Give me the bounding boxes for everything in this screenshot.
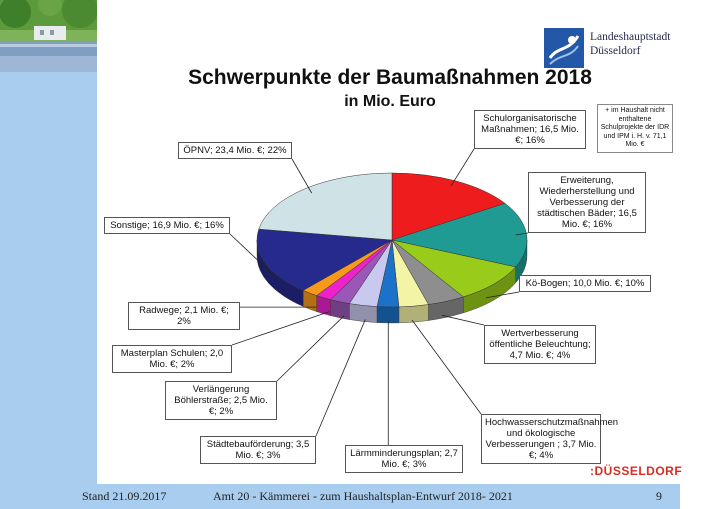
footnote-box: + im Haushalt nicht enthaltene Schulproj… (597, 104, 673, 153)
pie-slice-0 (391, 172, 506, 241)
label-radwege: Radwege; 2,1 Mio. €; 2% (128, 302, 240, 330)
leader-line-0 (450, 148, 475, 187)
pie-top-faces (256, 172, 528, 308)
label-sonstige: Sonstige; 16,9 Mio. €; 16% (104, 217, 230, 234)
pie-side-5 (376, 306, 400, 324)
city-line-2: Düsseldorf (590, 45, 641, 57)
label-koe-bogen: Kö-Bogen; 10,0 Mio. €; 10% (519, 275, 651, 292)
page-number: 9 (656, 489, 662, 503)
city-logo (544, 28, 584, 73)
label-schulorganisatorische: Schulorganisatorische Maßnahmen; 16,5 Mi… (474, 110, 586, 149)
leader-line-1 (515, 232, 529, 236)
leader-line-3 (441, 314, 485, 326)
pie-side-4 (398, 304, 429, 324)
city-name: Landeshauptstadt Düsseldorf (590, 30, 670, 58)
leader-line-7 (276, 315, 345, 382)
leader-line-10 (229, 233, 276, 277)
pie-slice-11 (258, 172, 393, 241)
label-oepnv: ÖPNV; 23,4 Mio. €; 22% (178, 142, 292, 159)
left-decor-band (0, 0, 97, 509)
leader-line-4 (411, 319, 482, 415)
footer-bar (0, 484, 680, 509)
leader-line-11 (291, 158, 313, 194)
leader-line-6 (315, 319, 366, 437)
corner-photo (0, 0, 97, 72)
brand-logo: :DÜSSELDORF (590, 464, 682, 478)
leader-line-8 (231, 311, 330, 346)
label-baeder: Erweiterung, Wiederherstellung und Verbe… (528, 172, 646, 233)
label-beleuchtung: Wertverbesserung öffentliche Beleuchtung… (484, 325, 596, 364)
pie-slice-2 (391, 239, 517, 298)
pie-slice-10 (256, 228, 393, 291)
brand-text: DÜSSELDORF (594, 464, 683, 478)
pie-side-walls (256, 239, 528, 324)
chart-title: Schwerpunkte der Baumaßnahmen 2018 (188, 66, 592, 89)
label-boehlerstrasse: Verlängerung Böhlerstraße; 2,5 Mio. €; 2… (165, 381, 277, 420)
city-line-1: Landeshauptstadt (590, 31, 671, 43)
footer-date: Stand 21.09.2017 (82, 489, 167, 503)
pie-slice-1 (391, 203, 528, 268)
label-staedtebau: Städtebauförderung; 3,5 Mio. €; 3% (200, 436, 316, 464)
leader-line-2 (485, 291, 520, 299)
pie-leader-lines (229, 148, 529, 445)
brand-prefix: : (590, 464, 595, 478)
label-masterplan-schulen: Masterplan Schulen; 2,0 Mio. €; 2% (112, 345, 232, 373)
footer-center: Amt 20 - Kämmerei - zum Haushaltsplan-En… (213, 489, 513, 503)
label-hochwasserschutz: Hochwasserschutzmaßnahmen und ökologisch… (481, 414, 618, 464)
label-laermminderung: Lärmminderungsplan; 2,7 Mio. €; 3% (345, 445, 463, 473)
chart-subtitle: in Mio. Euro (344, 93, 436, 110)
